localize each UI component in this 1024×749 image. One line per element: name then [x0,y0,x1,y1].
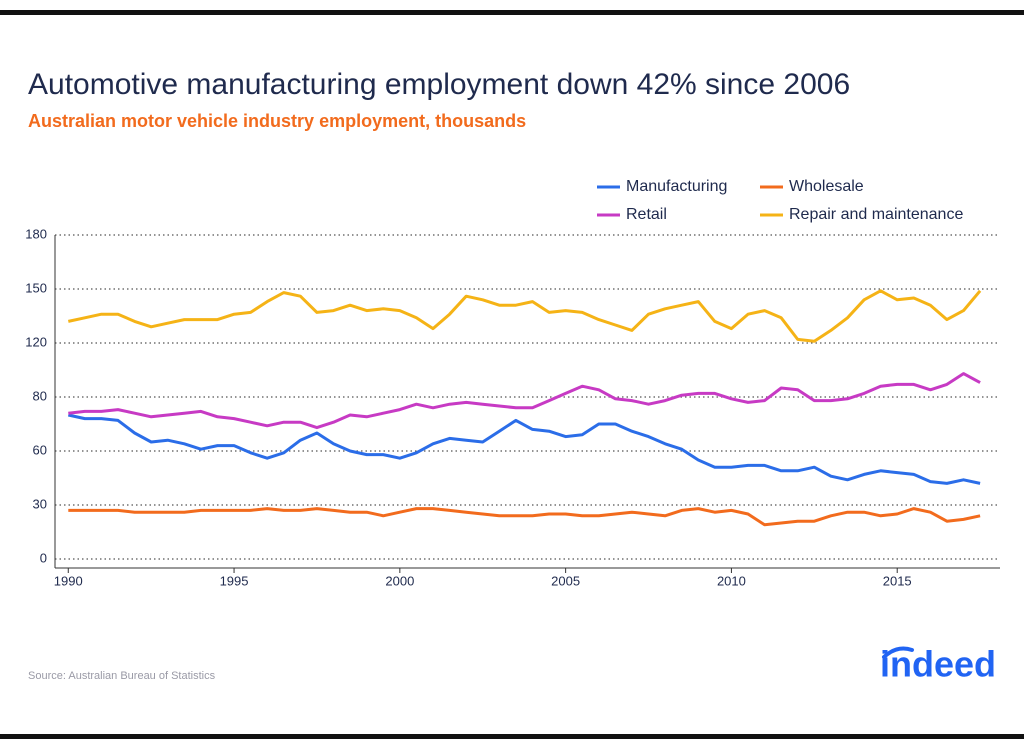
legend-label: Repair and maintenance [789,206,963,223]
legend-label: Manufacturing [626,178,727,195]
series-line [68,372,981,430]
chart-subtitle: Australian motor vehicle industry employ… [28,111,526,131]
logo: indeed [880,644,996,685]
source: Source: Australian Bureau of Statistics [28,670,216,682]
top-bar [0,10,1024,15]
y-tick-label: 180 [25,226,47,241]
x-tick-label: 2010 [717,573,746,588]
x-tick-label: 2005 [551,573,580,588]
x-tick-label: 1995 [220,573,249,588]
logo-arc [882,646,914,659]
y-tick-label: 60 [33,442,47,457]
y-tick-label: 120 [25,334,47,349]
series-line [67,289,982,343]
y-tick-label: 150 [25,280,47,295]
x-tick-label: 1990 [54,573,83,588]
y-tick-label: 30 [33,496,47,511]
x-tick-label: 2000 [385,573,414,588]
x-tick-label: 2015 [883,573,912,588]
y-tick-label: 0 [40,550,47,565]
chart-title: Automotive manufacturing employment down… [28,68,850,101]
legend-label: Wholesale [789,178,864,195]
legend-label: Retail [626,206,667,223]
y-tick-label: 80 [33,388,47,403]
bottom-bar [0,734,1024,739]
series-line [67,413,981,485]
series-line [68,507,981,527]
